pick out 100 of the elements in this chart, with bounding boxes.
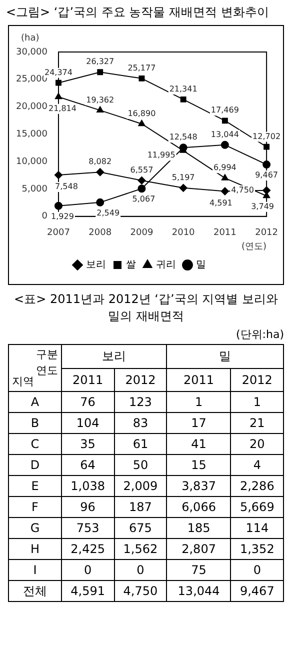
data-label: 11,995: [147, 150, 176, 160]
y-tick-label: 30,000: [16, 47, 48, 58]
data-label: 15: [166, 454, 231, 476]
data-label: 16,890: [128, 108, 156, 118]
data-label: 1,562: [114, 538, 167, 560]
text: 구분: [36, 347, 58, 362]
point: [138, 184, 146, 193]
legend-label: 쌀: [126, 260, 136, 271]
data-label: 9,467: [230, 580, 284, 602]
y-axis-title: (ha): [21, 33, 40, 44]
data-label: 5,067: [132, 194, 156, 204]
data-label: 24,374: [44, 68, 72, 77]
data-label: 12,548: [169, 132, 198, 142]
point: [180, 96, 186, 102]
data-label: 61: [114, 434, 167, 454]
y-tick-label: 25,000: [16, 74, 48, 85]
x-tick-label: 2007: [47, 228, 70, 238]
data-label: 41: [166, 434, 231, 454]
y-tick-label: 0: [42, 212, 48, 222]
legend-label: 밀: [196, 260, 206, 271]
data-label: 26,327: [86, 57, 114, 66]
data-label: 76: [62, 392, 114, 412]
x-tick-label: 2008: [88, 228, 112, 238]
data-label: 17: [166, 412, 231, 434]
data-label: 13,044: [210, 130, 239, 139]
point: [220, 187, 229, 196]
text: 밀: [166, 344, 284, 368]
data-label: 4,750: [114, 580, 167, 602]
data-label: 2,425: [62, 538, 114, 560]
data-label: 675: [114, 518, 167, 538]
data-label: 75: [166, 560, 231, 580]
data-label: 104: [62, 412, 114, 434]
data-label: 4: [230, 454, 284, 476]
data-label: 13,044: [166, 580, 231, 602]
data-label: 1: [166, 392, 231, 412]
x-tick-label: 2011: [166, 368, 231, 392]
x-tick-label: 2012: [114, 368, 167, 392]
data-label: 2,807: [166, 538, 231, 560]
data-label: 19,362: [86, 95, 114, 104]
data-label: 25,177: [128, 64, 156, 73]
data-label: 114: [230, 518, 284, 538]
data-label: 0: [230, 560, 284, 580]
point: [138, 176, 146, 184]
y-tick-label: 전체: [8, 580, 62, 602]
data-label: 123: [114, 392, 167, 412]
y-tick-label: D: [8, 454, 62, 476]
point: [138, 120, 146, 126]
data-label: 12,702: [252, 132, 281, 141]
data-label: 1,929: [51, 212, 74, 221]
data-label: 187: [114, 496, 167, 518]
chart-title: <표> 2011년과 2012년 ‘갑’국의 지역별 보리와 밀의 재배면적: [13, 291, 279, 325]
data-label: 9,467: [255, 170, 278, 180]
data-label: 6,557: [130, 166, 154, 175]
x-tick-label: 2011: [213, 228, 236, 238]
y-tick-label: B: [8, 412, 62, 434]
point: [179, 184, 188, 192]
data-label: 2,549: [96, 208, 120, 218]
point: [138, 75, 145, 82]
text: (단위:ha): [234, 327, 285, 343]
y-tick-label: F: [8, 496, 62, 518]
legend-label: 귀리: [156, 260, 176, 271]
data-label: 185: [166, 518, 231, 538]
data-label: 1: [230, 392, 284, 412]
data-label: 5,197: [172, 173, 195, 182]
data-label: 64: [62, 454, 114, 476]
data-label: 6,994: [213, 163, 236, 172]
data-label: 20: [230, 434, 284, 454]
x-axis-title: (연도): [242, 242, 267, 252]
data-label: 17,469: [210, 106, 239, 115]
data-label: 2,286: [230, 476, 284, 496]
point: [221, 174, 228, 180]
data-label: 4,591: [209, 198, 232, 208]
data-label: 1,038: [62, 476, 114, 496]
point: [96, 198, 104, 206]
data-label: 753: [62, 518, 114, 538]
x-tick-label: 2011: [62, 368, 114, 392]
data-label: 21,341: [169, 84, 198, 94]
data-label: 21: [230, 412, 284, 434]
data-label: 1,352: [230, 538, 284, 560]
x-tick-label: 2009: [130, 228, 154, 238]
point: [222, 118, 228, 124]
text: 지역: [12, 374, 34, 389]
data-label: 3,837: [166, 476, 231, 496]
y-tick-label: C: [8, 434, 62, 454]
point: [220, 140, 229, 149]
data-label: 8,082: [88, 157, 112, 166]
legend-label: 보리: [86, 260, 106, 271]
data-label: 3,749: [251, 202, 274, 211]
data-label: 6,066: [166, 496, 231, 518]
data-label: 0: [114, 560, 167, 580]
data-label: 5,669: [230, 496, 284, 518]
chart-title: <그림> ‘갑’국의 주요 농작물 재배면적 변화추이: [5, 4, 270, 21]
data-label: 4,750: [231, 185, 254, 194]
data-label: 0: [62, 560, 114, 580]
data-label: 4,591: [62, 580, 114, 602]
y-tick-label: 20,000: [16, 102, 48, 112]
x-tick-label: 2012: [255, 228, 278, 238]
data-label: 83: [114, 412, 167, 434]
data-label: 21,814: [48, 104, 76, 113]
y-tick-label: A: [8, 392, 62, 412]
